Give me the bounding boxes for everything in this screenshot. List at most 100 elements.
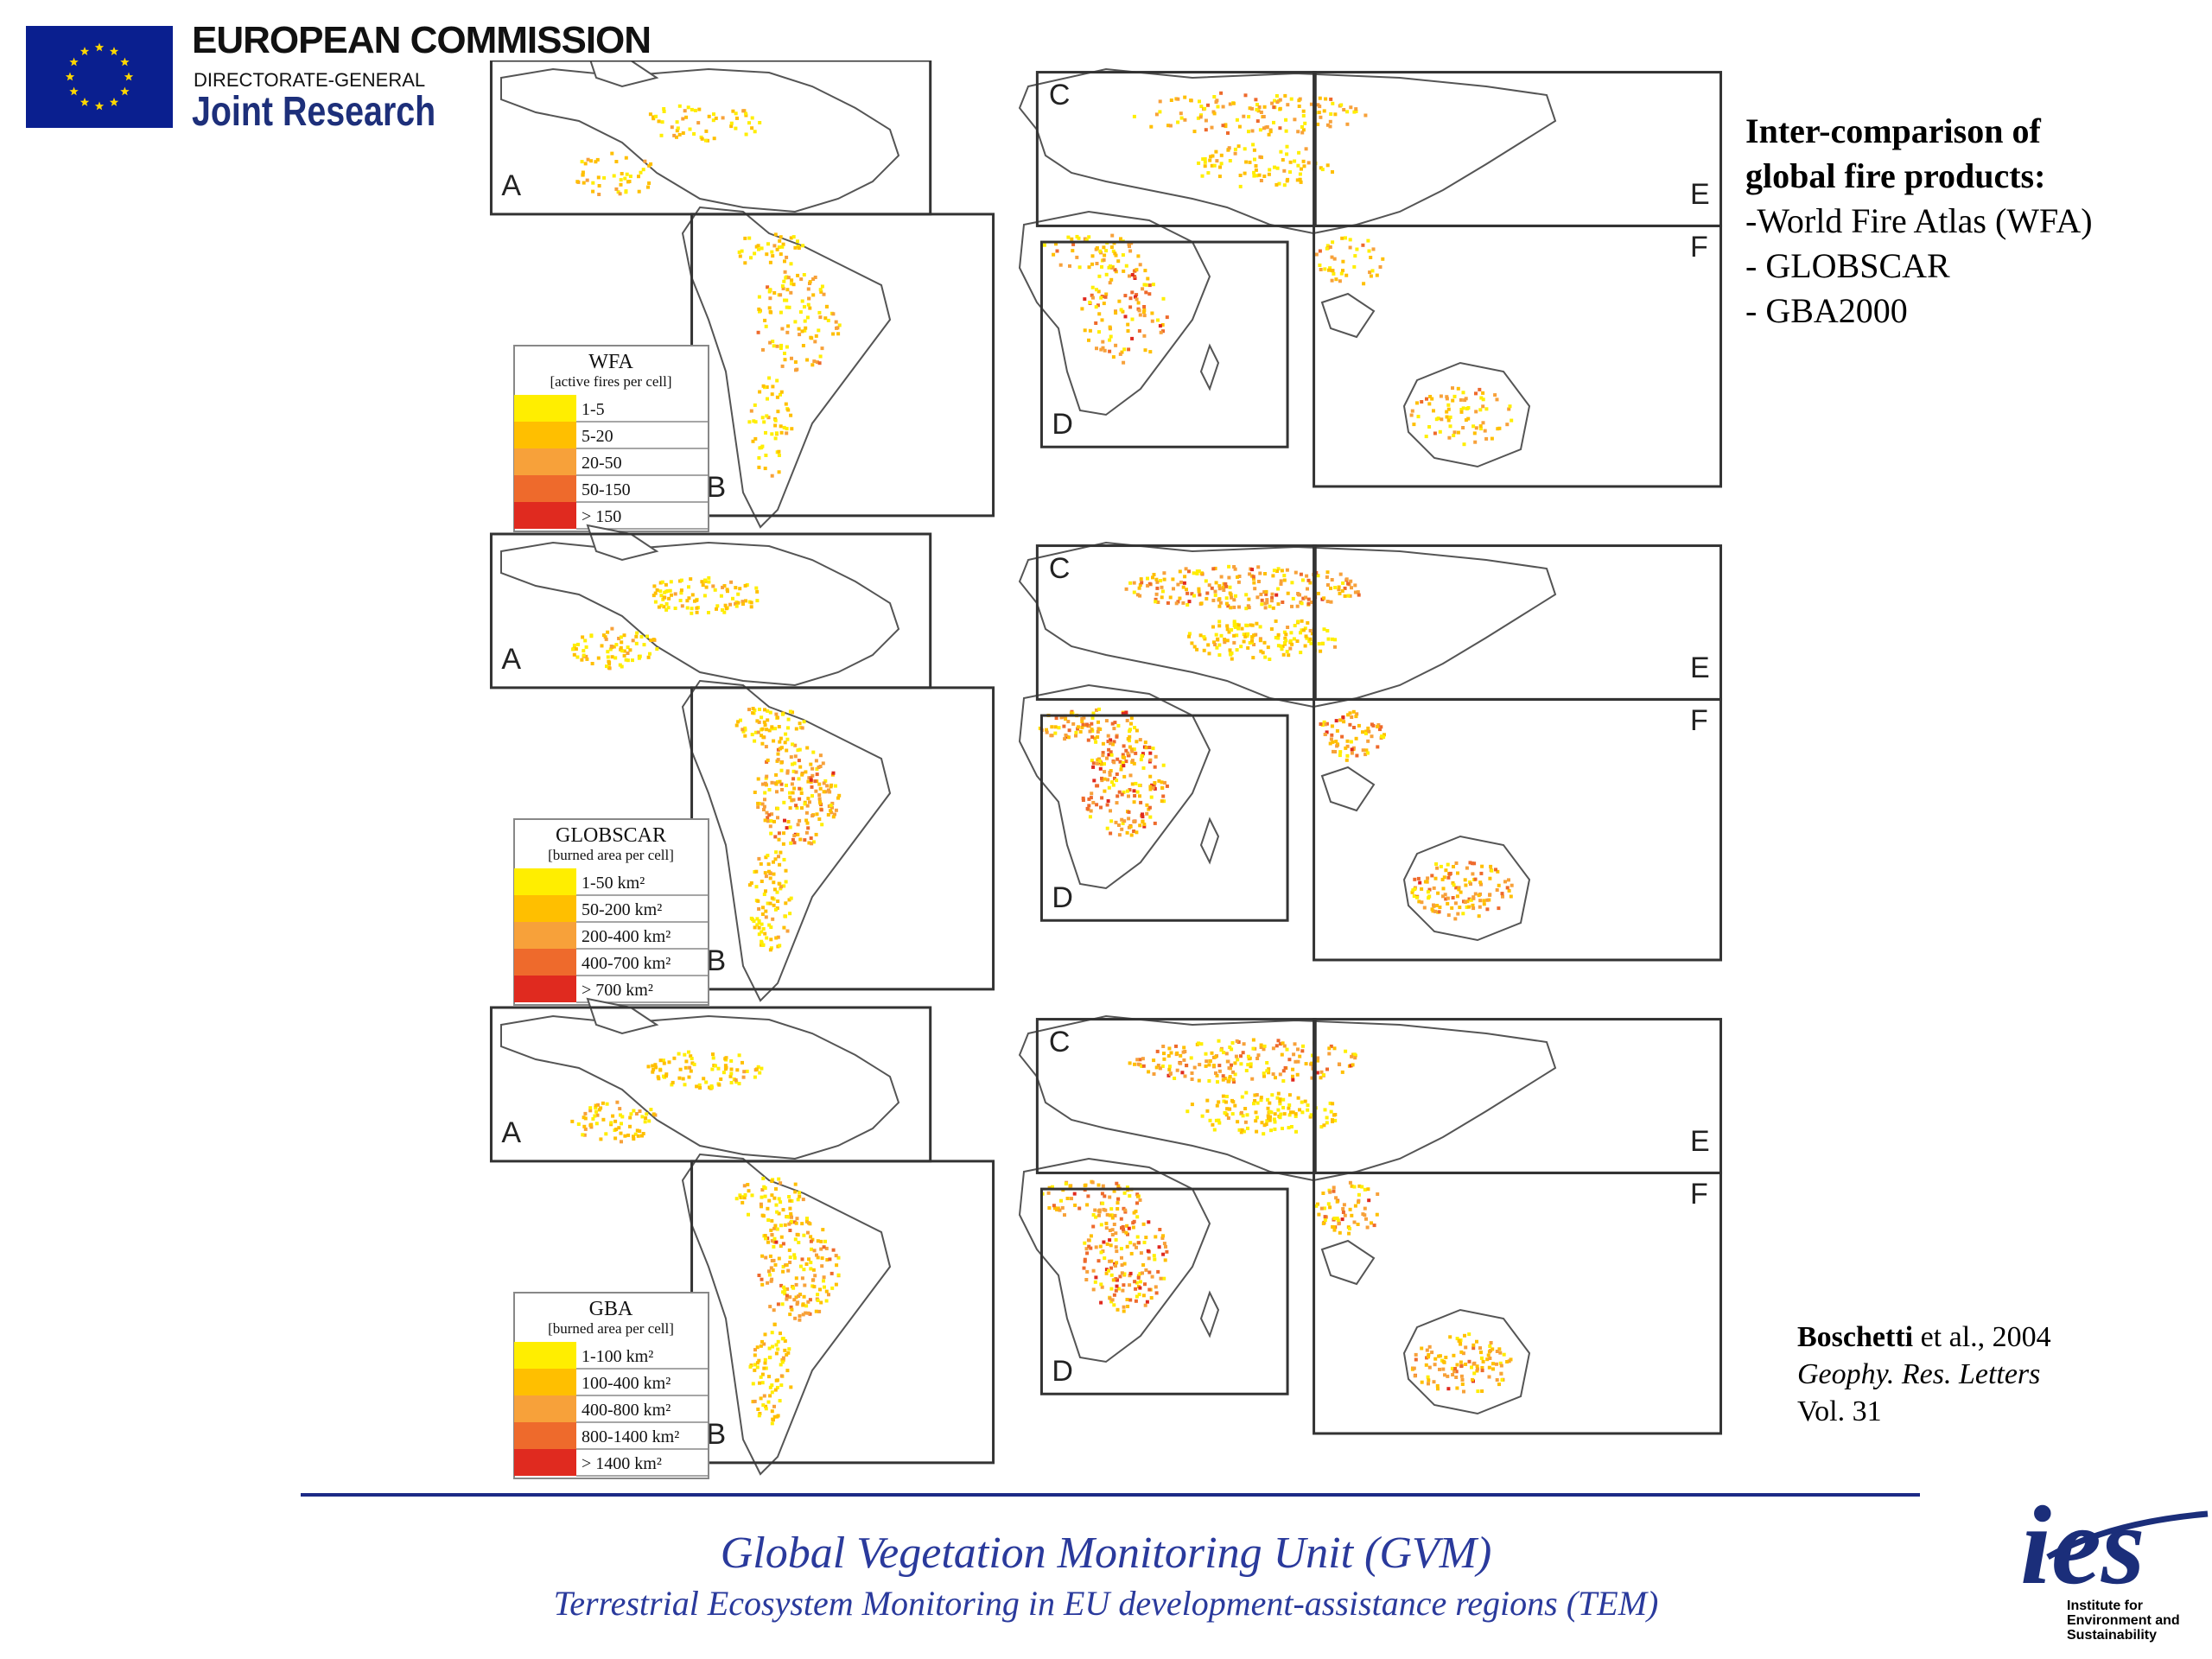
fire-cell — [1334, 740, 1338, 744]
fire-cell — [800, 1276, 804, 1281]
fire-cell — [693, 108, 697, 112]
fire-cell — [722, 610, 727, 614]
fire-cell — [659, 603, 664, 607]
fire-cell — [1152, 573, 1156, 576]
fire-cell — [816, 1239, 820, 1243]
fire-cell — [1232, 633, 1236, 638]
fire-cell — [772, 1414, 777, 1419]
fire-cell — [1255, 174, 1259, 178]
fire-cell — [1332, 1046, 1337, 1051]
fire-cell — [1233, 151, 1237, 156]
fire-cell — [1333, 750, 1338, 753]
citation-journal: Geophy. Res. Letters — [1797, 1358, 2041, 1390]
fire-cell — [1486, 1353, 1491, 1357]
fire-cell — [1141, 310, 1146, 314]
fire-cell — [1100, 1285, 1104, 1289]
fire-cell — [1090, 759, 1094, 763]
fire-cell — [1325, 1116, 1329, 1120]
fire-cell — [704, 129, 709, 133]
fire-cell — [797, 759, 801, 763]
fire-cell — [626, 645, 630, 650]
fire-cell — [740, 249, 744, 253]
fire-cell — [1144, 290, 1148, 295]
fire-cell — [1412, 894, 1416, 899]
fire-cell — [614, 643, 619, 647]
fire-cell — [1375, 1212, 1379, 1217]
fire-cell — [1333, 638, 1338, 642]
fire-cell — [1446, 407, 1451, 411]
fire-cell — [810, 766, 815, 771]
fire-cell — [756, 805, 760, 810]
fire-cell — [662, 107, 666, 111]
fire-cell — [1203, 106, 1207, 111]
fire-cell — [1185, 1109, 1190, 1114]
fire-cell — [1415, 895, 1419, 899]
fire-cell — [1500, 1378, 1504, 1382]
fire-cell — [571, 647, 575, 652]
fire-cell — [1329, 737, 1333, 741]
fire-cell — [1328, 266, 1332, 270]
fire-cell — [1223, 638, 1227, 641]
fire-cell — [1219, 633, 1224, 638]
fire-cell — [779, 430, 784, 435]
fire-cell — [612, 645, 616, 649]
fire-cell — [781, 1337, 785, 1341]
fire-cell — [1281, 158, 1285, 162]
fire-cell — [1085, 722, 1089, 727]
fire-cell — [1284, 639, 1288, 643]
fire-cell — [1413, 1374, 1417, 1378]
fire-cell — [1481, 1359, 1485, 1363]
fire-cell — [1133, 1280, 1137, 1284]
fire-cell — [1121, 1288, 1125, 1293]
fire-cell — [787, 1195, 791, 1198]
fire-cell — [1482, 899, 1486, 903]
fire-cell — [768, 288, 772, 292]
fire-cell — [819, 808, 823, 812]
fire-cell — [1293, 118, 1297, 122]
eu-star-icon — [94, 42, 105, 52]
fire-cell — [757, 907, 761, 911]
fire-cell — [1323, 1108, 1327, 1112]
fire-cell — [1243, 171, 1247, 175]
fire-cell — [1316, 1056, 1320, 1060]
fire-cell — [1310, 632, 1314, 636]
fire-cell — [1243, 634, 1248, 639]
fire-cell — [756, 330, 760, 334]
fire-cell — [1332, 1113, 1336, 1117]
fire-cell — [1366, 238, 1370, 243]
fire-cell — [1323, 267, 1327, 271]
fire-cell — [1066, 235, 1071, 239]
region-label: F — [1690, 231, 1708, 264]
fire-cell — [798, 333, 802, 337]
fire-cell — [760, 1339, 764, 1344]
fire-cell — [770, 780, 774, 785]
fire-cell — [1083, 328, 1087, 333]
fire-cell — [1219, 575, 1224, 579]
fire-cell — [1147, 292, 1152, 296]
fire-cell — [1490, 436, 1494, 441]
fire-cell — [1160, 1236, 1165, 1240]
fire-cell — [829, 804, 833, 808]
fire-cell — [1232, 605, 1236, 609]
fire-cell — [1380, 734, 1384, 739]
continent-outline — [500, 67, 900, 213]
fire-cell — [1103, 295, 1108, 299]
fire-cell — [1310, 601, 1313, 604]
fire-cell — [1127, 242, 1131, 246]
fire-cell — [764, 776, 768, 780]
fire-cell — [774, 1203, 779, 1207]
fire-cell — [677, 1052, 681, 1056]
fire-cell — [792, 1298, 797, 1302]
fire-cell — [810, 363, 815, 367]
fire-cell — [1205, 1098, 1210, 1103]
fire-cell — [1078, 729, 1083, 734]
fire-cell — [623, 176, 627, 181]
fire-cell — [1278, 1097, 1282, 1102]
fire-cell — [776, 747, 780, 752]
fire-cell — [1308, 637, 1313, 641]
fire-cell — [711, 118, 715, 123]
fire-cell — [1130, 290, 1135, 295]
fire-cell — [787, 1248, 791, 1252]
fire-cell — [1108, 338, 1112, 342]
